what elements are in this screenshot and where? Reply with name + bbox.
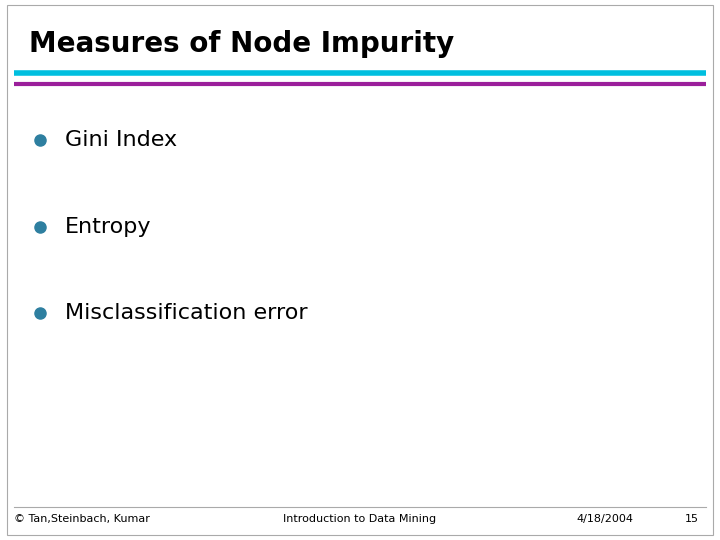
Text: Measures of Node Impurity: Measures of Node Impurity — [29, 30, 454, 58]
Text: Introduction to Data Mining: Introduction to Data Mining — [284, 514, 436, 524]
Text: 15: 15 — [685, 514, 698, 524]
Text: Misclassification error: Misclassification error — [65, 303, 307, 323]
Text: 4/18/2004: 4/18/2004 — [576, 514, 633, 524]
Text: Entropy: Entropy — [65, 217, 151, 237]
Text: © Tan,Steinbach, Kumar: © Tan,Steinbach, Kumar — [14, 514, 150, 524]
Text: Gini Index: Gini Index — [65, 130, 177, 151]
